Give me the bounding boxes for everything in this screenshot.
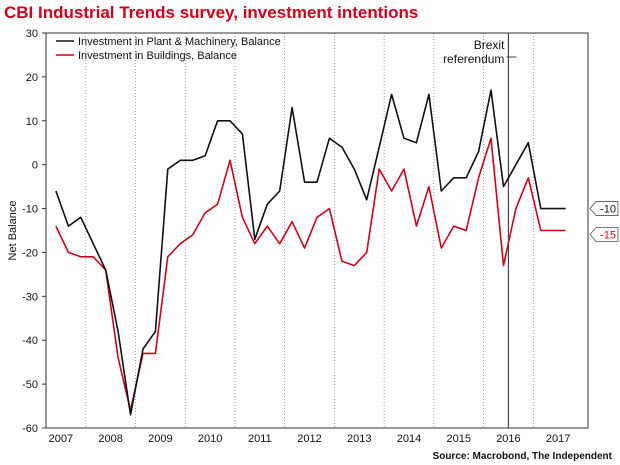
x-tick-label: 2008 [98,433,122,445]
end-label-box [589,201,619,216]
y-tick-label: 10 [26,116,38,128]
x-tick-label: 2009 [148,433,172,445]
chart-title: CBI Industrial Trends survey, investment… [4,3,419,22]
y-tick-label: 30 [26,28,38,40]
end-label-box [589,227,619,242]
x-tick-label: 2014 [397,433,421,445]
x-tick-label: 2011 [248,433,272,445]
y-tick-label: -10 [22,204,38,216]
y-tick-label: -40 [22,335,38,347]
source-note: Source: Macrobond, The Independent [432,451,612,462]
end-label-value: -10 [600,204,616,216]
x-tick-label: 2013 [347,433,371,445]
y-tick-label: -20 [22,247,38,259]
series-line-plant-machinery [55,89,566,416]
x-tick-label: 2007 [49,433,73,445]
x-tick-label: 2010 [198,433,222,445]
y-tick-label: 0 [32,160,38,172]
series-lines [55,89,566,416]
legend-entry: Investment in Buildings, Balance [78,50,237,62]
plot-frame [45,32,589,429]
y-axis-label: Net Balance [7,201,19,261]
y-tick-label: -30 [22,291,38,303]
end-label-value: -15 [600,230,616,242]
annotation-text: Brexit [474,38,505,52]
annotation-text: referendum [443,52,504,66]
x-tick-label: 2015 [446,433,470,445]
grid-lines [85,33,534,428]
y-tick-label: -50 [22,379,38,391]
legend-entry: Investment in Plant & Machinery, Balance [78,36,281,48]
x-tick-label: 2012 [297,433,321,445]
y-tick-label: 20 [26,72,38,84]
y-tick-label: -60 [22,423,38,435]
x-tick-label: 2016 [496,433,520,445]
x-tick-label: 2017 [546,433,570,445]
series-line-buildings [55,137,566,412]
